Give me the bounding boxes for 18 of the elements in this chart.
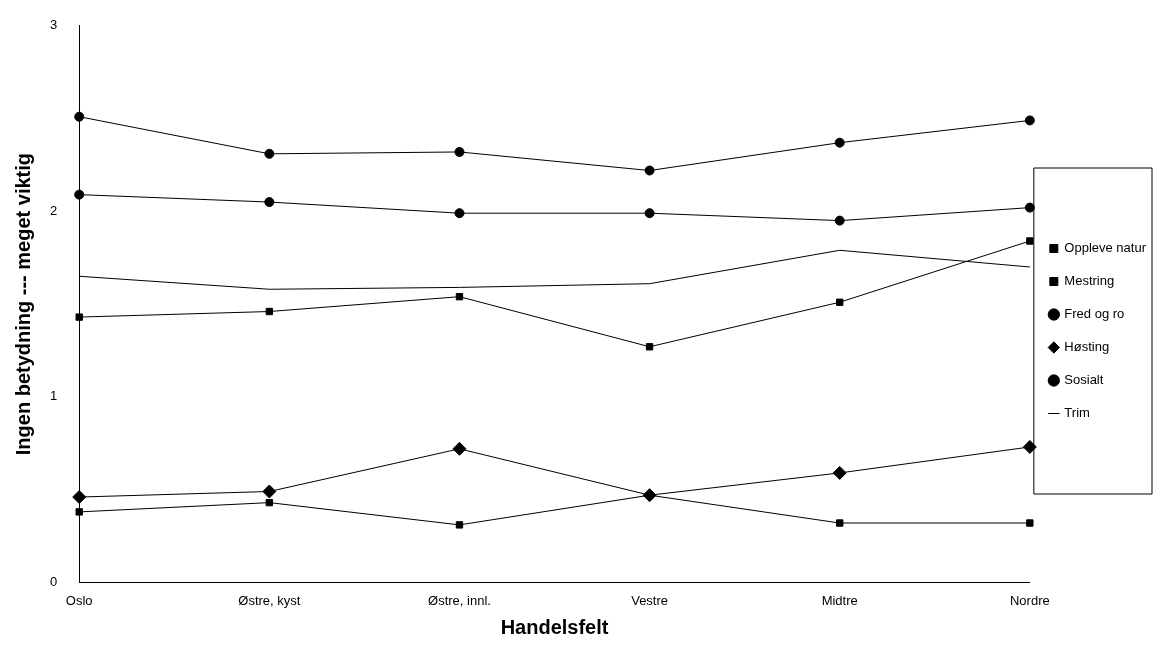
y-tick-label: 0: [50, 573, 58, 589]
x-tick-label: Østre, kyst: [238, 592, 301, 608]
legend-label: Trim: [1064, 405, 1090, 421]
x-tick-label: Østre, innl.: [428, 592, 491, 608]
x-axis-title: Handelsfelt: [500, 615, 609, 638]
legend-label: Fred og ro: [1064, 306, 1125, 322]
y-axis-title: Ingen betydning --- meget viktig: [11, 152, 34, 456]
x-tick-label: Nordre: [1009, 592, 1050, 608]
y-tick-label: 1: [50, 388, 58, 404]
x-tick-label: Midtre: [821, 592, 858, 608]
y-tick-label: 2: [50, 202, 58, 218]
legend-label: Høsting: [1064, 339, 1110, 355]
legend-label: Mestring: [1064, 273, 1115, 289]
legend-label: Oppleve natur: [1064, 240, 1147, 256]
x-tick-label: Vestre: [631, 592, 669, 608]
y-tick-label: 3: [50, 17, 58, 33]
x-tick-label: Oslo: [65, 592, 93, 608]
legend-label: Sosialt: [1064, 372, 1104, 388]
